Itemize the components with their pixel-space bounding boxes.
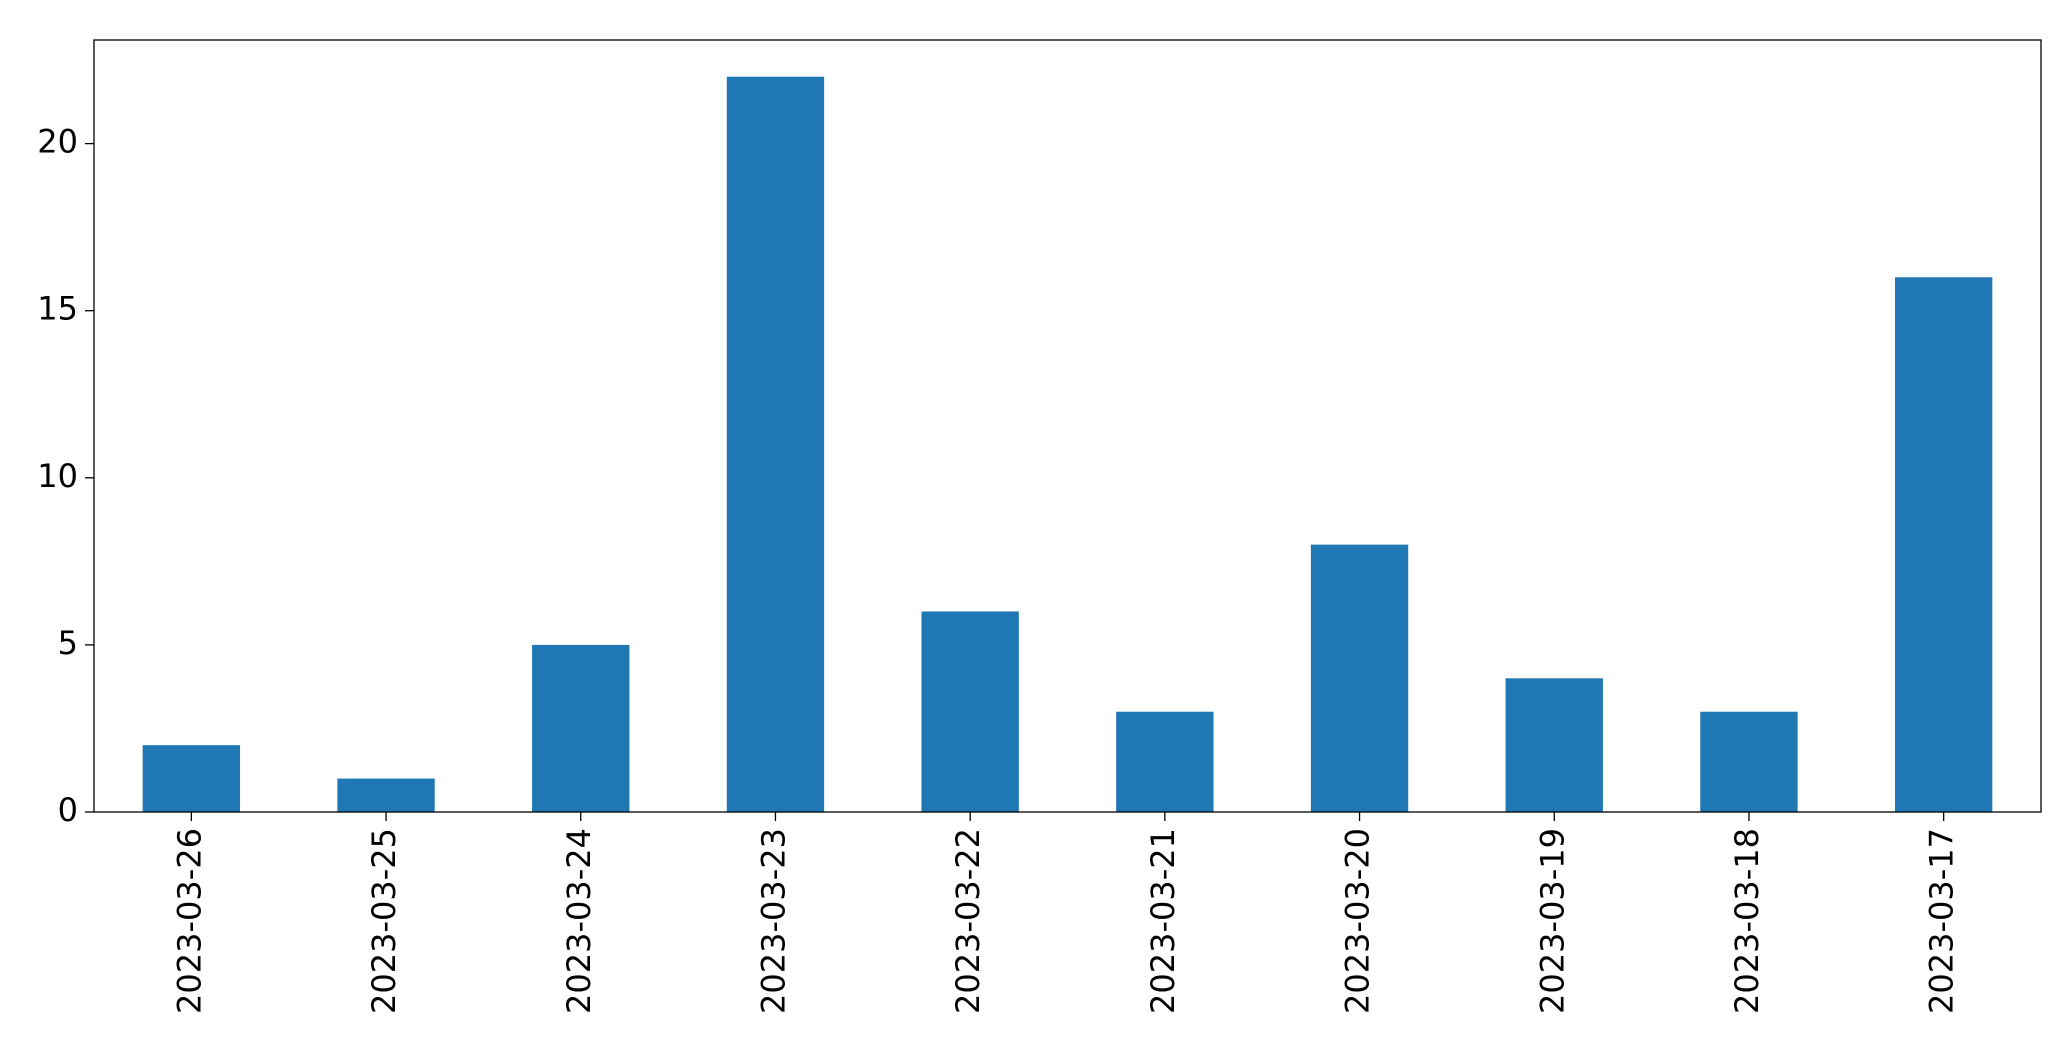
x-tick-label: 2023-03-25 — [365, 828, 403, 1014]
x-tick-label: 2023-03-18 — [1728, 828, 1766, 1014]
x-tick-label: 2023-03-21 — [1144, 828, 1182, 1014]
bar — [1310, 544, 1409, 812]
x-tick-label: 2023-03-23 — [754, 828, 792, 1014]
bar — [726, 76, 825, 812]
x-tick-label: 2023-03-20 — [1339, 828, 1377, 1014]
y-tick-label: 15 — [37, 290, 78, 328]
y-tick-label: 20 — [37, 123, 78, 161]
plot-frame — [93, 39, 2042, 813]
x-tick-label: 2023-03-17 — [1923, 828, 1961, 1014]
bar — [1505, 678, 1603, 812]
bar — [921, 611, 1019, 812]
y-tick-label: 0 — [58, 791, 78, 829]
bar — [337, 778, 435, 812]
y-tick-label: 5 — [58, 624, 78, 662]
bar — [1894, 277, 1993, 812]
x-tick-label: 2023-03-19 — [1533, 828, 1571, 1014]
x-tick-label: 2023-03-22 — [949, 828, 987, 1014]
x-tick-label: 2023-03-24 — [560, 828, 598, 1014]
bar — [142, 745, 241, 812]
x-tick-label: 2023-03-26 — [170, 828, 208, 1014]
bar — [1700, 711, 1798, 812]
y-tick-label: 10 — [37, 457, 78, 495]
bar — [532, 644, 630, 812]
bar — [1116, 711, 1214, 812]
